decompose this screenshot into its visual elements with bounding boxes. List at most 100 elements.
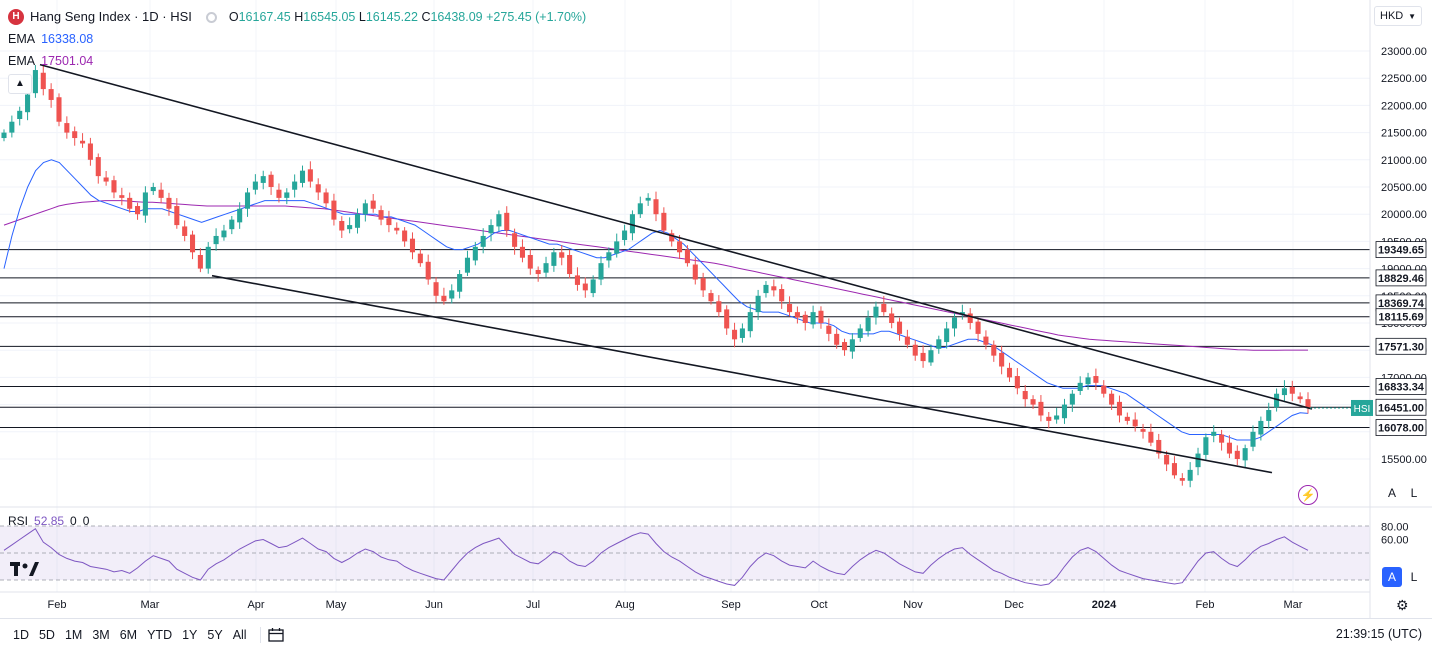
log-scale-button[interactable]: L — [1410, 486, 1418, 500]
currency-selector[interactable]: HKD ▼ — [1374, 6, 1422, 26]
y-tick-label: 15500.00 — [1381, 454, 1427, 466]
candle-body — [433, 282, 439, 296]
candle-body — [559, 252, 565, 258]
x-tick-label: Dec — [1004, 599, 1024, 611]
rsi-log-scale-button[interactable]: L — [1410, 570, 1418, 584]
candle-body — [512, 233, 518, 247]
candle-body — [1234, 450, 1240, 459]
timeframe-5y[interactable]: 5Y — [207, 627, 223, 642]
y-tick-label: 21000.00 — [1381, 155, 1427, 167]
level-label-box — [1375, 308, 1427, 326]
timeframe-1y[interactable]: 1Y — [182, 627, 198, 642]
level-label: 16451.00 — [1378, 402, 1424, 414]
candle-body — [135, 206, 141, 215]
candle-body — [488, 225, 494, 234]
candle-body — [111, 180, 117, 193]
candle-body — [347, 225, 353, 230]
candle-body — [1116, 401, 1123, 416]
candle-body — [763, 284, 769, 294]
ema-fast-legend[interactable]: EMA 16338.08 — [8, 28, 586, 50]
candle-body — [724, 309, 730, 329]
timeframe-1d[interactable]: 1D — [13, 627, 29, 642]
x-tick-label: Nov — [903, 599, 923, 611]
rsi-legend[interactable]: RSI 52.85 0 0 — [8, 514, 89, 528]
symbol-title[interactable]: Hang Seng Index · 1D · HSI — [30, 9, 192, 24]
x-tick-label: May — [326, 599, 347, 611]
timeframe-5d[interactable]: 5D — [38, 627, 55, 642]
price-chart[interactable]: 23000.00 22500.00 22000.00 21500.00 21000.00… — [0, 0, 1432, 618]
candle-body — [669, 233, 675, 242]
candle-body — [339, 221, 345, 231]
candle-body — [72, 131, 78, 139]
channel-upper-line — [39, 63, 1313, 410]
candle-body — [221, 230, 227, 238]
candle-body — [32, 70, 38, 94]
candle-body — [896, 321, 903, 334]
level-label: 18369.74 — [1378, 298, 1425, 310]
candle-body — [1061, 404, 1068, 419]
candle-body — [1274, 393, 1280, 408]
timeframe-1m[interactable]: 1M — [64, 627, 83, 642]
candle-body — [323, 192, 329, 204]
calendar-range-icon[interactable] — [267, 627, 285, 643]
candle-body — [574, 275, 580, 285]
candle-body — [975, 321, 981, 334]
candle-body — [684, 249, 690, 264]
candle-body — [354, 214, 361, 228]
candle-body — [9, 121, 15, 133]
tradingview-logo-icon — [10, 562, 39, 576]
candle-body — [771, 286, 777, 291]
candle-body — [653, 199, 659, 215]
candle-body — [755, 295, 761, 313]
rsi-auto-scale-button[interactable]: A — [1382, 567, 1402, 587]
candle-body — [40, 72, 46, 90]
candle-body — [378, 210, 384, 220]
candle-body — [645, 197, 651, 201]
candle-body — [189, 234, 196, 253]
candle-body — [606, 252, 612, 261]
level-label: 17571.30 — [1378, 341, 1424, 353]
rsi-line — [3, 527, 1309, 586]
candle-body — [983, 336, 989, 345]
timeframe-6m[interactable]: 6M — [119, 627, 138, 642]
candle-body — [920, 352, 926, 362]
level-labels: 19349.65 18829.46 18369.74 18115.69 17571.30… — [1310, 241, 1427, 436]
candle-body — [739, 328, 745, 338]
ema-slow-value: 17501.04 — [41, 54, 94, 68]
level-label-box — [1375, 419, 1427, 436]
lightning-icon[interactable]: ⚡ — [1298, 485, 1318, 505]
settings-gear-icon[interactable]: ⚙ — [1396, 597, 1409, 613]
level-label-box — [1375, 337, 1427, 355]
candle-body — [1187, 469, 1193, 481]
utc-clock[interactable]: 21:39:15 (UTC) — [1335, 627, 1422, 641]
candle-body — [1250, 431, 1256, 447]
candle-body — [205, 246, 211, 269]
auto-scale-button[interactable]: A — [1387, 486, 1396, 500]
candle-body — [1148, 431, 1154, 443]
candle-body — [802, 314, 808, 323]
candle-body — [881, 303, 887, 313]
candle-body — [637, 203, 643, 215]
candle-body — [567, 255, 573, 275]
x-tick-label: Oct — [810, 599, 827, 611]
rsi-axis-label: 80.00 — [1381, 522, 1409, 534]
ema-slow-legend[interactable]: EMA 17501.04 — [8, 50, 586, 72]
candle-body — [1069, 393, 1075, 405]
candle-body — [260, 176, 266, 183]
collapse-legend-button[interactable]: ▲ — [8, 74, 32, 94]
rsi-value: 52.85 — [34, 514, 65, 528]
candle-body — [119, 195, 125, 198]
timeframe-ytd[interactable]: YTD — [147, 627, 173, 642]
timeframe-3m[interactable]: 3M — [92, 627, 110, 642]
high-label: H — [294, 10, 304, 24]
timeframe-all[interactable]: All — [232, 627, 247, 642]
candle-body — [677, 241, 683, 253]
level-label: 16078.00 — [1378, 423, 1424, 435]
last-price-tag: HSI — [1354, 404, 1371, 415]
candle-body — [1305, 399, 1311, 408]
candle-body — [244, 192, 251, 209]
candle-body — [417, 253, 423, 264]
candle-body — [504, 212, 510, 231]
level-label: 18115.69 — [1378, 312, 1423, 324]
candle-body — [936, 339, 942, 349]
